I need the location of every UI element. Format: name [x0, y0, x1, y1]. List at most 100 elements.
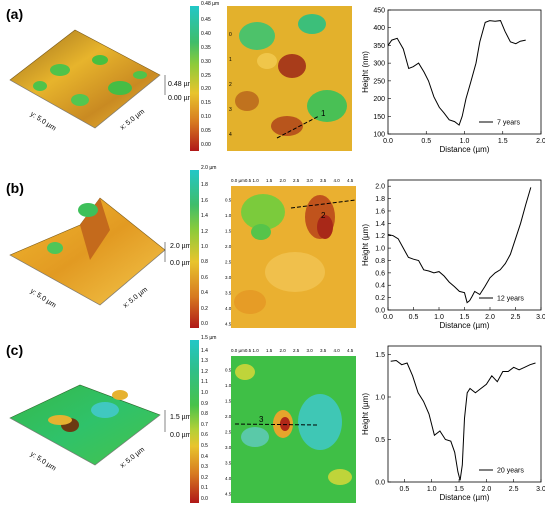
colorbar-tick: 0.3 — [201, 464, 208, 471]
colorbar-c: 1.5 µm 1.4 1.3 1.2 1.1 1.0 0.9 0.8 0.7 0.6 0.5 0.4 0… — [190, 335, 220, 505]
map-x-tick: 1.0 — [253, 348, 260, 353]
colorbar-top-label: 1.5 µm — [201, 335, 217, 341]
map-x-tick: 3.0 — [307, 348, 314, 353]
colorbar-tick: 0.00 — [201, 142, 211, 148]
x-tick-label: 1.0 — [434, 314, 444, 321]
colorbar-top-label: 2.0 µm — [201, 165, 217, 171]
map-x-tick: 2.5 — [293, 348, 300, 353]
x-tick-label: 1.5 — [498, 138, 508, 145]
map-y-tick: 3.5 — [225, 291, 232, 296]
height-map-b: 2 0.0 µm0.5 1.0 1.5 2.0 2.5 3.0 3.5 4.0 4.5 0.51… — [225, 178, 357, 328]
profile-chart-b: 0.0 0.5 1.0 1.5 2.0 2.5 3.0 0.0 0.2 0.4 0.6 0.8 1.0 1… — [361, 179, 545, 330]
map-y-tick: 4.0 — [225, 306, 232, 311]
panel-label: (a) — [6, 6, 24, 22]
map-x-tick: 2.5 — [293, 178, 300, 183]
colorbar-tick: 0.20 — [201, 86, 211, 93]
z-top-label: 2.0 µm — [170, 243, 192, 250]
map-y-tick: 4.5 — [225, 492, 232, 497]
y-axis-title: Height (µm) — [361, 224, 370, 266]
x-tick-label: 1.5 — [454, 486, 464, 493]
map-x-tick: 4.0 — [334, 348, 341, 353]
colorbar-tick: 0.6 — [201, 274, 208, 281]
colorbar-tick: 0.0 — [201, 496, 208, 502]
map-y-tick: 3.5 — [225, 461, 232, 466]
map-x-tick: 0.0 µm0.5 — [231, 348, 252, 353]
colorbar-b: 2.0 µm 1.8 1.6 1.4 1.2 1.0 0.8 0.6 0.4 0.2 0.0 — [190, 165, 220, 330]
y-tick-label: 0.4 — [375, 283, 385, 290]
colorbar-tick: 1.2 — [201, 368, 208, 375]
colorbar-tick: 0.2 — [201, 474, 208, 481]
y-tick-label: 0.5 — [375, 437, 385, 444]
z-bottom-label: 0.0 µm — [170, 432, 192, 439]
x-tick-label: 0.0 — [383, 314, 393, 321]
x-axis-title: Distance (µm) — [440, 145, 490, 154]
map-y-tick: 2 — [229, 82, 232, 88]
x-tick-label: 1.0 — [460, 138, 470, 145]
y-axis-label: y: 5.0 µm — [29, 451, 57, 473]
surface-patch — [108, 81, 132, 95]
x-tick-label: 0.5 — [421, 138, 431, 145]
colorbar-tick: 1.8 — [201, 182, 208, 189]
y-axis-label: y: 5.0 µm — [29, 288, 57, 310]
legend-label: 20 years — [497, 468, 524, 475]
map-x-tick: 1.5 — [266, 178, 273, 183]
map-y-tick: 2.5 — [225, 260, 232, 265]
panel-c: (c) 1.5 µm 0.0 µm y: 5.0 µm x: 5.0 µm 1.… — [0, 335, 550, 509]
z-bottom-label: 0.00 µm — [168, 95, 194, 102]
x-tick-label: 3.0 — [536, 314, 545, 321]
colorbar-tick: 0.6 — [201, 432, 208, 439]
map-y-tick: 4 — [229, 132, 232, 138]
y-tick-label: 200 — [373, 96, 385, 103]
y-tick-label: 1.2 — [375, 233, 385, 240]
x-tick-label: 1.0 — [427, 486, 437, 493]
legend-label: 12 years — [497, 296, 524, 303]
y-tick-label: 250 — [373, 78, 385, 85]
plot-frame — [387, 179, 542, 311]
colorbar-tick: 1.2 — [201, 228, 208, 235]
map-y-tick: 2.5 — [225, 430, 232, 435]
y-tick-label: 350 — [373, 43, 385, 50]
y-axis-label: y: 5.0 µm — [29, 111, 57, 133]
colorbar-tick: 0.10 — [201, 114, 211, 121]
plot-frame — [387, 345, 542, 483]
surface-patch — [133, 71, 147, 79]
height-map-a: 1 0 1 2 3 4 — [227, 6, 352, 151]
axis-line — [94, 74, 161, 129]
map-x-tick: 1.5 — [266, 348, 273, 353]
y-tick-label: 1.0 — [375, 395, 385, 402]
surface-3d-b: 2.0 µm 0.0 µm y: 5.0 µm x: 5.0 µm — [9, 197, 192, 310]
colorbar-tick: 0.8 — [201, 259, 208, 266]
x-tick-label: 2.5 — [511, 314, 521, 321]
surface-patch — [92, 55, 108, 65]
x-tick-label: 2.0 — [481, 486, 491, 493]
map-y-tick: 1.5 — [225, 399, 232, 404]
colorbar-tick: 0.8 — [201, 411, 208, 418]
series-line — [387, 20, 526, 126]
map-y-tick: 3.0 — [225, 275, 232, 280]
x-tick-label: 0.0 — [383, 138, 393, 145]
x-tick-label: 2.0 — [485, 314, 495, 321]
y-tick-label: 1.8 — [375, 196, 385, 203]
colorbar-tick: 0.4 — [201, 453, 208, 460]
y-tick-label: 150 — [373, 114, 385, 121]
x-axis-label: x: 5.0 µm — [119, 446, 146, 469]
colorbar-tick: 1.6 — [201, 197, 208, 204]
map-y-tick: 2.0 — [225, 244, 232, 249]
y-axis-title: Height (nm) — [361, 51, 370, 93]
colorbar-tick: 1.4 — [201, 347, 208, 354]
profile-line — [276, 115, 320, 139]
z-bottom-label: 0.0 µm — [170, 260, 192, 267]
surface-3d-a: 0.48 µm 0.00 µm y: 5.0 µm x: 5.0 µm — [9, 29, 194, 133]
map-y-tick: 0 — [229, 32, 232, 38]
map-y-tick: 4.5 — [225, 322, 232, 327]
colorbar-tick: 1.3 — [201, 358, 208, 365]
profile-line — [290, 199, 357, 209]
colorbar-tick: 0.2 — [201, 305, 208, 312]
x-tick-label: 1.5 — [460, 314, 470, 321]
map-x-tick: 4.0 — [334, 178, 341, 183]
map-y-tick: 1.0 — [225, 383, 232, 388]
map-y-ticks: 0.5 1.0 1.5 2.0 2.5 3.0 3.5 4.0 4.5 — [225, 198, 232, 327]
z-top-label: 1.5 µm — [170, 414, 192, 421]
map-x-tick: 3.0 — [307, 178, 314, 183]
